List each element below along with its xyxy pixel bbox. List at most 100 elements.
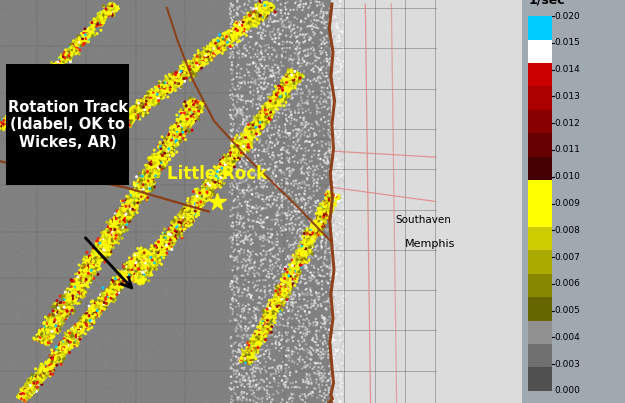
Point	[260, 103, 270, 110]
Point	[142, 176, 152, 183]
Point	[163, 79, 173, 85]
Point	[102, 131, 112, 138]
Point	[251, 225, 261, 231]
Point	[109, 298, 119, 305]
Point	[281, 81, 291, 87]
Point	[319, 98, 329, 105]
Point	[217, 169, 227, 175]
Point	[239, 356, 249, 363]
Point	[2, 118, 12, 125]
Point	[308, 44, 318, 50]
Point	[24, 8, 34, 15]
Point	[112, 54, 122, 60]
Point	[96, 256, 106, 262]
Point	[161, 240, 171, 246]
Point	[183, 195, 193, 202]
Point	[91, 18, 101, 24]
Point	[323, 298, 333, 304]
Point	[79, 140, 89, 146]
Point	[164, 85, 174, 92]
Point	[113, 123, 123, 129]
Point	[127, 106, 138, 112]
Point	[184, 66, 194, 72]
Point	[101, 208, 111, 214]
Point	[256, 330, 266, 337]
Point	[167, 233, 177, 240]
Point	[329, 191, 339, 198]
Point	[113, 232, 123, 238]
Point	[201, 187, 211, 193]
Point	[271, 122, 281, 129]
Point	[310, 329, 320, 335]
Point	[45, 333, 55, 340]
Point	[116, 222, 126, 228]
Point	[232, 31, 242, 37]
Point	[38, 164, 48, 170]
Point	[98, 299, 107, 306]
Point	[206, 187, 216, 193]
Point	[28, 374, 38, 380]
Point	[306, 96, 316, 102]
Point	[268, 64, 278, 71]
Point	[179, 211, 189, 217]
Point	[296, 321, 306, 328]
Point	[9, 52, 19, 59]
Point	[96, 15, 106, 21]
Point	[322, 8, 332, 15]
Point	[217, 43, 227, 50]
Point	[144, 262, 154, 268]
Point	[121, 220, 131, 227]
Point	[81, 270, 91, 276]
Point	[308, 237, 318, 243]
Point	[282, 298, 292, 305]
Point	[256, 112, 266, 118]
Point	[324, 222, 334, 229]
Point	[254, 331, 264, 338]
Point	[188, 106, 198, 112]
Point	[201, 190, 211, 196]
Point	[196, 65, 206, 71]
Point	[266, 234, 276, 241]
Point	[68, 293, 78, 299]
Point	[81, 147, 91, 154]
Point	[84, 100, 94, 107]
Point	[48, 322, 58, 329]
Point	[162, 143, 172, 149]
Point	[48, 313, 58, 319]
Point	[307, 297, 317, 303]
Point	[319, 10, 329, 17]
Point	[196, 137, 206, 143]
Point	[328, 294, 338, 301]
Point	[57, 56, 67, 63]
Point	[142, 165, 152, 171]
Point	[78, 329, 88, 336]
Point	[303, 238, 313, 245]
Point	[219, 163, 229, 169]
Point	[133, 66, 143, 72]
Point	[126, 195, 136, 202]
Point	[302, 23, 312, 30]
Point	[292, 260, 302, 266]
Point	[168, 232, 178, 239]
Point	[218, 34, 228, 41]
Point	[123, 270, 133, 276]
Point	[48, 324, 58, 330]
Point	[161, 289, 171, 296]
Point	[229, 14, 239, 20]
Point	[135, 251, 145, 257]
Point	[187, 110, 197, 117]
Point	[113, 6, 123, 12]
Point	[151, 94, 161, 100]
Point	[299, 129, 309, 136]
Point	[112, 124, 123, 131]
Point	[291, 73, 301, 79]
Point	[216, 175, 226, 182]
Point	[183, 108, 193, 115]
Point	[243, 19, 253, 26]
Point	[249, 315, 259, 322]
Point	[59, 301, 69, 307]
Point	[153, 87, 163, 94]
Point	[336, 295, 346, 301]
Point	[214, 168, 224, 175]
Point	[261, 368, 271, 374]
